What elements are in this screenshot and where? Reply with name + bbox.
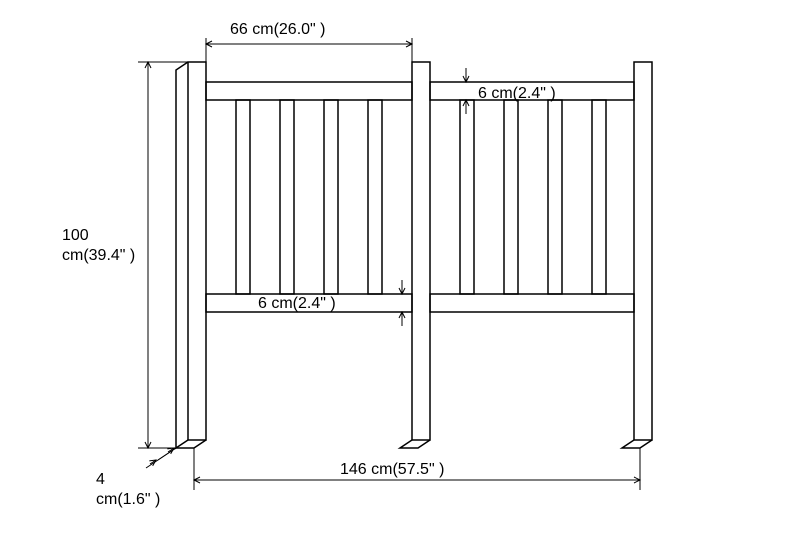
dim-depth-label-1: 4 [96, 471, 105, 488]
dim-rail-bottom-label: 6 cm(2.4" ) [258, 295, 336, 312]
dim-rail-top-label: 6 cm(2.4" ) [478, 85, 556, 102]
dim-total-width: 146 cm(57.5" ) [194, 448, 640, 490]
dim-height-label-1: 100 [62, 227, 89, 244]
dimension-diagram: 66 cm(26.0" ) 6 cm(2.4" ) 6 cm(2.4" ) 10… [0, 0, 800, 533]
dim-top-width-label: 66 cm(26.0" ) [230, 21, 326, 38]
dim-total-width-label: 146 cm(57.5" ) [340, 461, 444, 478]
dim-height-label-2: cm(39.4" ) [62, 247, 135, 264]
dim-depth: 4 cm(1.6" ) [96, 440, 188, 508]
dim-rail-top: 6 cm(2.4" ) [430, 68, 556, 114]
headboard-outline [176, 62, 652, 448]
dim-depth-label-2: cm(1.6" ) [96, 491, 160, 508]
dim-top-width: 66 cm(26.0" ) [206, 21, 412, 62]
dim-height: 100 cm(39.4" ) [62, 62, 188, 448]
diagram-svg: 66 cm(26.0" ) 6 cm(2.4" ) 6 cm(2.4" ) 10… [0, 0, 800, 533]
